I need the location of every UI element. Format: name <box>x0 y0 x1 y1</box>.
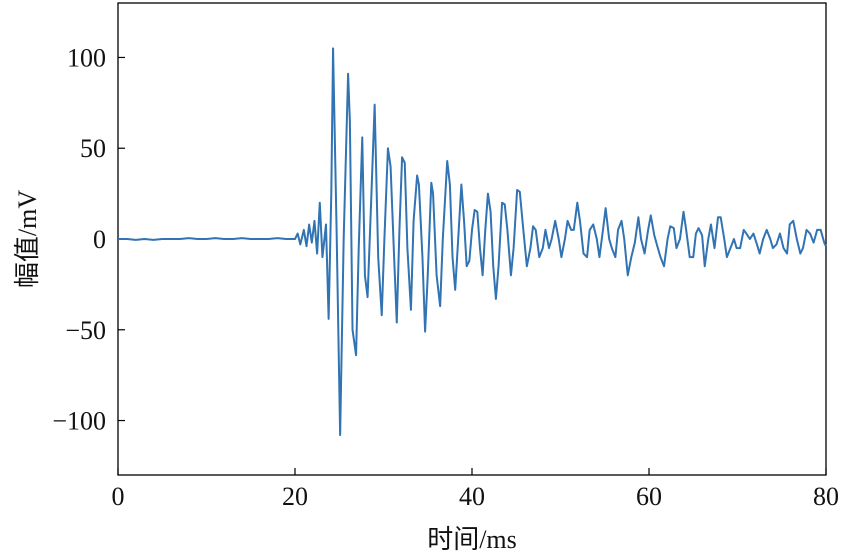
y-tick-label: 0 <box>93 225 106 254</box>
y-tick-label: 50 <box>80 134 106 163</box>
y-tick-label: −50 <box>65 316 106 345</box>
x-tick-label: 40 <box>459 482 485 511</box>
y-tick-label: −100 <box>52 407 106 436</box>
x-axis-label: 时间/ms <box>427 525 517 554</box>
data-line <box>118 47 827 437</box>
x-tick-label: 0 <box>112 482 125 511</box>
y-axis-label: 幅值/mV <box>13 190 42 288</box>
x-tick-label: 80 <box>813 482 839 511</box>
x-tick-label: 20 <box>282 482 308 511</box>
x-tick-label: 60 <box>636 482 662 511</box>
y-tick-label: 100 <box>67 43 106 72</box>
